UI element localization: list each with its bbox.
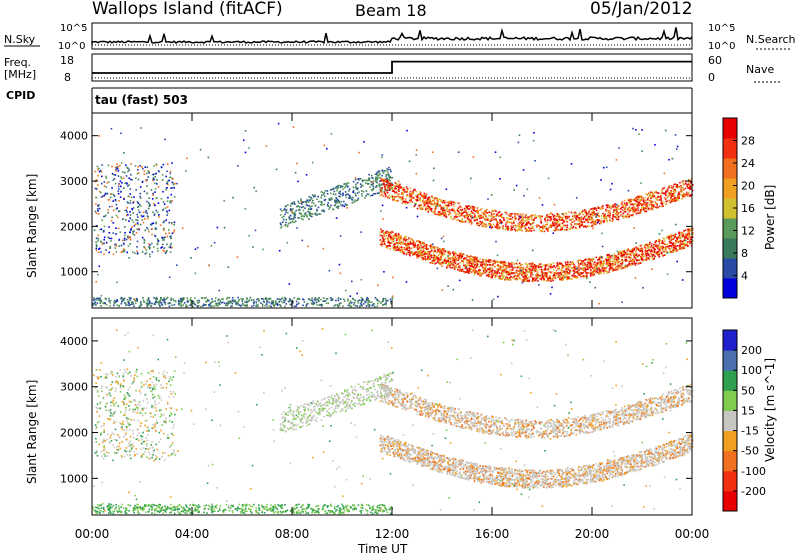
nsky-series [91,27,693,44]
y-tick-label: 3000 [60,381,88,394]
cpid-label: CPID [6,89,35,102]
colorbar-tick-label: 16 [741,202,755,215]
beam-title: Beam 18 [355,1,427,20]
freq-tick-high: 18 [60,54,74,67]
power-colorbar-label: Power [dB] [763,185,777,250]
power-y-axis-label: Slant Range [km] [25,174,39,278]
colorbar-tick-label: -50 [741,445,759,458]
nsky-tick-low: 10^0 [58,41,85,52]
x-tick-label: 00:00 [75,527,110,541]
velocity-scatter [92,328,694,515]
velocity-y-axis-label: Slant Range [km] [25,380,39,484]
power-panel: 1000 2000 3000 4000 Slant Range [km] [25,112,694,309]
x-axis-label: Time UT [357,542,408,554]
x-tick-label: 12:00 [375,527,410,541]
colorbar-tick-label: 15 [741,404,755,417]
freq-series [92,60,692,74]
colorbar-tick-label: 8 [741,247,748,260]
colorbar-tick-label: 50 [741,384,755,397]
nsearch-tick-high: 10^5 [708,23,735,34]
colorbar-tick-label: 12 [741,225,755,238]
colorbar-tick-label: 28 [741,135,755,148]
y-tick-label: 1000 [60,266,88,279]
station-title: Wallops Island (fitACF) [92,0,283,19]
power-y-ticks: 1000 2000 3000 4000 [60,130,692,279]
velocity-panel: 1000 2000 3000 4000 Slant Range [km] [25,317,694,516]
y-tick-label: 2000 [60,220,88,233]
colorbar-tick-label: -200 [741,485,766,498]
y-tick-label: 4000 [60,130,88,143]
freq-unit-label: [MHz] [4,68,36,81]
y-tick-label: 4000 [60,335,88,348]
velocity-y-ticks: 1000 2000 3000 4000 [60,335,692,485]
colorbar-tick-label: -100 [741,465,766,478]
cpid-strip: tau (fast) 503 [91,87,693,113]
nave-tick-high: 60 [708,54,722,67]
freq-panel: Freq. [MHz] CPID 18 8 60 0 Nave [4,53,780,102]
x-tick-label: 20:00 [575,527,610,541]
y-tick-label: 2000 [60,427,88,440]
colorbar-tick-label: 24 [741,157,755,170]
x-axis: 00:00 04:00 08:00 12:00 16:00 20:00 00:00 [75,113,710,541]
power-colorbar: 28 24 20 16 12 8 4 [722,117,755,299]
colorbar-tick-label: 200 [741,344,762,357]
colorbar-tick-label: 100 [741,364,762,377]
x-tick-label: 16:00 [475,527,510,541]
freq-label: Freq. [4,56,31,69]
date-title: 05/Jan/2012 [590,0,693,19]
nsearch-tick-low: 10^0 [708,41,735,52]
power-scatter [92,122,694,308]
x-tick-label: 08:00 [275,527,310,541]
y-tick-label: 3000 [60,175,88,188]
colorbar-tick-label: -15 [741,425,759,438]
freq-tick-low: 8 [64,71,71,84]
nsky-tick-high: 10^5 [60,23,87,34]
nsky-label: N.Sky [4,33,36,46]
nave-tick-low: 0 [708,71,715,84]
velocity-colorbar-label: Velocity [m s^-1] [763,358,777,462]
nave-label: Nave [746,63,774,76]
cpid-text: tau (fast) 503 [95,93,188,107]
nsearch-label: N.Search [746,33,796,46]
x-tick-label: 00:00 [675,527,710,541]
noise-panel: N.Sky 10^5 10^0 10^5 10^0 N.Search [4,22,796,52]
x-tick-label: 04:00 [175,527,210,541]
velocity-colorbar: 200 100 50 15 -15 -50 -100 -200 [722,329,766,512]
colorbar-tick-label: 4 [741,270,748,283]
colorbar-tick-label: 20 [741,180,755,193]
y-tick-label: 1000 [60,472,88,485]
